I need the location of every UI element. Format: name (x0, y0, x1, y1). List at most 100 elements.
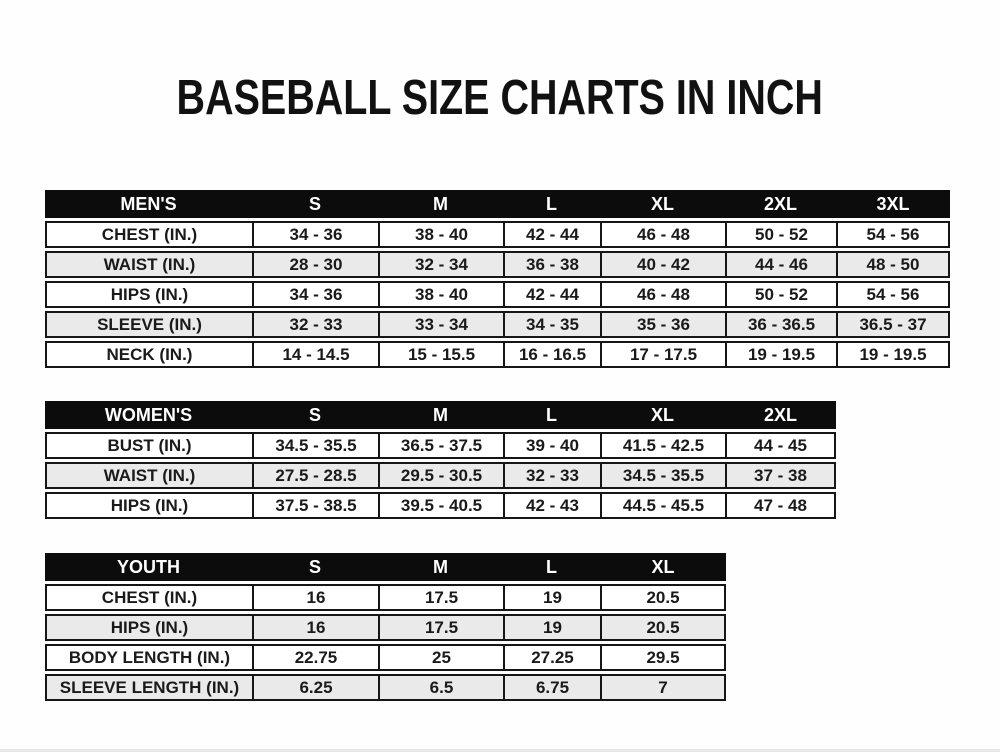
size-value-cell: 42 - 44 (503, 281, 600, 308)
size-value-cell: 46 - 48 (600, 281, 725, 308)
size-value-cell: 36 - 36.5 (725, 311, 836, 338)
youth-row-1: HIPS (IN.) 16 17.5 19 20.5 (45, 614, 726, 641)
womens-col-s: S (252, 401, 378, 429)
size-value-cell: 6.5 (378, 674, 503, 701)
size-value-cell: 19 (503, 614, 600, 641)
youth-row-2: BODY LENGTH (IN.) 22.75 25 27.25 29.5 (45, 644, 726, 671)
size-value-cell: 42 - 43 (503, 492, 600, 519)
womens-table-body: BUST (IN.) 34.5 - 35.5 36.5 - 37.5 39 - 40 4… (45, 432, 836, 519)
size-value-cell: 27.25 (503, 644, 600, 671)
womens-table-header: WOMEN'S S M L XL 2XL (45, 401, 836, 429)
mens-group-label: MEN'S (45, 190, 252, 218)
size-value-cell: 6.75 (503, 674, 600, 701)
size-value-cell: 50 - 52 (725, 221, 836, 248)
youth-group-label: YOUTH (45, 553, 252, 581)
size-value-cell: 29.5 (600, 644, 726, 671)
size-value-cell: 15 - 15.5 (378, 341, 503, 368)
youth-col-xl: XL (600, 553, 726, 581)
size-value-cell: 25 (378, 644, 503, 671)
size-value-cell: 34.5 - 35.5 (600, 462, 725, 489)
size-value-cell: 16 - 16.5 (503, 341, 600, 368)
size-value-cell: 36.5 - 37.5 (378, 432, 503, 459)
youth-col-m: M (378, 553, 503, 581)
size-value-cell: 7 (600, 674, 726, 701)
page-title-text: BASEBALL SIZE CHARTS IN INCH (176, 69, 824, 125)
mens-row-4: NECK (IN.) 14 - 14.5 15 - 15.5 16 - 16.5 17 … (45, 341, 950, 368)
size-value-cell: 32 - 33 (503, 462, 600, 489)
mens-col-3xl: 3XL (836, 190, 950, 218)
row-label: SLEEVE (IN.) (45, 311, 252, 338)
size-value-cell: 17.5 (378, 614, 503, 641)
size-value-cell: 39.5 - 40.5 (378, 492, 503, 519)
row-label: HIPS (IN.) (45, 492, 252, 519)
size-value-cell: 32 - 33 (252, 311, 378, 338)
womens-header-row: WOMEN'S S M L XL 2XL (45, 401, 836, 429)
size-value-cell: 19 - 19.5 (836, 341, 950, 368)
youth-row-3: SLEEVE LENGTH (IN.) 6.25 6.5 6.75 7 (45, 674, 726, 701)
row-label: BODY LENGTH (IN.) (45, 644, 252, 671)
size-value-cell: 14 - 14.5 (252, 341, 378, 368)
size-value-cell: 22.75 (252, 644, 378, 671)
size-value-cell: 48 - 50 (836, 251, 950, 278)
size-value-cell: 50 - 52 (725, 281, 836, 308)
row-label: NECK (IN.) (45, 341, 252, 368)
size-value-cell: 47 - 48 (725, 492, 836, 519)
womens-col-l: L (503, 401, 600, 429)
size-value-cell: 41.5 - 42.5 (600, 432, 725, 459)
size-value-cell: 32 - 34 (378, 251, 503, 278)
womens-size-table-section: WOMEN'S S M L XL 2XL BUST (IN.) 34.5 - 35.5 36.… (45, 398, 836, 522)
size-value-cell: 20.5 (600, 584, 726, 611)
womens-col-2xl: 2XL (725, 401, 836, 429)
mens-col-xl: XL (600, 190, 725, 218)
size-value-cell: 34 - 36 (252, 221, 378, 248)
size-value-cell: 37 - 38 (725, 462, 836, 489)
womens-row-0: BUST (IN.) 34.5 - 35.5 36.5 - 37.5 39 - 40 4… (45, 432, 836, 459)
row-label: SLEEVE LENGTH (IN.) (45, 674, 252, 701)
page-title: BASEBALL SIZE CHARTS IN INCH (0, 68, 1000, 125)
mens-header-row: MEN'S S M L XL 2XL 3XL (45, 190, 950, 218)
mens-row-0: CHEST (IN.) 34 - 36 38 - 40 42 - 44 46 - 48 5… (45, 221, 950, 248)
mens-col-m: M (378, 190, 503, 218)
size-value-cell: 17 - 17.5 (600, 341, 725, 368)
size-value-cell: 54 - 56 (836, 281, 950, 308)
size-value-cell: 34.5 - 35.5 (252, 432, 378, 459)
womens-col-xl: XL (600, 401, 725, 429)
row-label: BUST (IN.) (45, 432, 252, 459)
youth-size-table: YOUTH S M L XL CHEST (IN.) 16 17.5 19 20.5 HIPS (… (45, 550, 726, 704)
size-value-cell: 36.5 - 37 (836, 311, 950, 338)
size-value-cell: 19 - 19.5 (725, 341, 836, 368)
size-value-cell: 44 - 46 (725, 251, 836, 278)
mens-row-3: SLEEVE (IN.) 32 - 33 33 - 34 34 - 35 35 - 36… (45, 311, 950, 338)
youth-table-body: CHEST (IN.) 16 17.5 19 20.5 HIPS (IN.) 16 17.5 1… (45, 584, 726, 701)
size-value-cell: 35 - 36 (600, 311, 725, 338)
size-value-cell: 6.25 (252, 674, 378, 701)
youth-row-0: CHEST (IN.) 16 17.5 19 20.5 (45, 584, 726, 611)
size-value-cell: 34 - 35 (503, 311, 600, 338)
size-value-cell: 40 - 42 (600, 251, 725, 278)
size-value-cell: 38 - 40 (378, 281, 503, 308)
row-label: HIPS (IN.) (45, 281, 252, 308)
size-value-cell: 38 - 40 (378, 221, 503, 248)
youth-table-header: YOUTH S M L XL (45, 553, 726, 581)
size-value-cell: 36 - 38 (503, 251, 600, 278)
mens-col-2xl: 2XL (725, 190, 836, 218)
size-value-cell: 44 - 45 (725, 432, 836, 459)
mens-size-table-section: MEN'S S M L XL 2XL 3XL CHEST (IN.) 34 - 36 38 - … (45, 187, 950, 371)
row-label: HIPS (IN.) (45, 614, 252, 641)
mens-col-l: L (503, 190, 600, 218)
youth-header-row: YOUTH S M L XL (45, 553, 726, 581)
womens-size-table: WOMEN'S S M L XL 2XL BUST (IN.) 34.5 - 35.5 36.… (45, 398, 836, 522)
scan-edge-artifact (0, 749, 1000, 752)
size-value-cell: 46 - 48 (600, 221, 725, 248)
size-value-cell: 39 - 40 (503, 432, 600, 459)
size-value-cell: 16 (252, 614, 378, 641)
mens-table-header: MEN'S S M L XL 2XL 3XL (45, 190, 950, 218)
mens-row-1: WAIST (IN.) 28 - 30 32 - 34 36 - 38 40 - 42 4… (45, 251, 950, 278)
size-value-cell: 42 - 44 (503, 221, 600, 248)
size-value-cell: 37.5 - 38.5 (252, 492, 378, 519)
mens-size-table: MEN'S S M L XL 2XL 3XL CHEST (IN.) 34 - 36 38 - … (45, 187, 950, 371)
size-value-cell: 19 (503, 584, 600, 611)
womens-group-label: WOMEN'S (45, 401, 252, 429)
size-value-cell: 33 - 34 (378, 311, 503, 338)
